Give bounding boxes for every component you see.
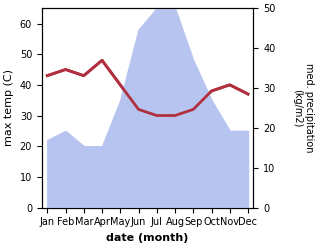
X-axis label: date (month): date (month) <box>107 233 189 243</box>
Y-axis label: max temp (C): max temp (C) <box>4 69 14 146</box>
Y-axis label: med. precipitation
(kg/m2): med. precipitation (kg/m2) <box>292 63 314 153</box>
